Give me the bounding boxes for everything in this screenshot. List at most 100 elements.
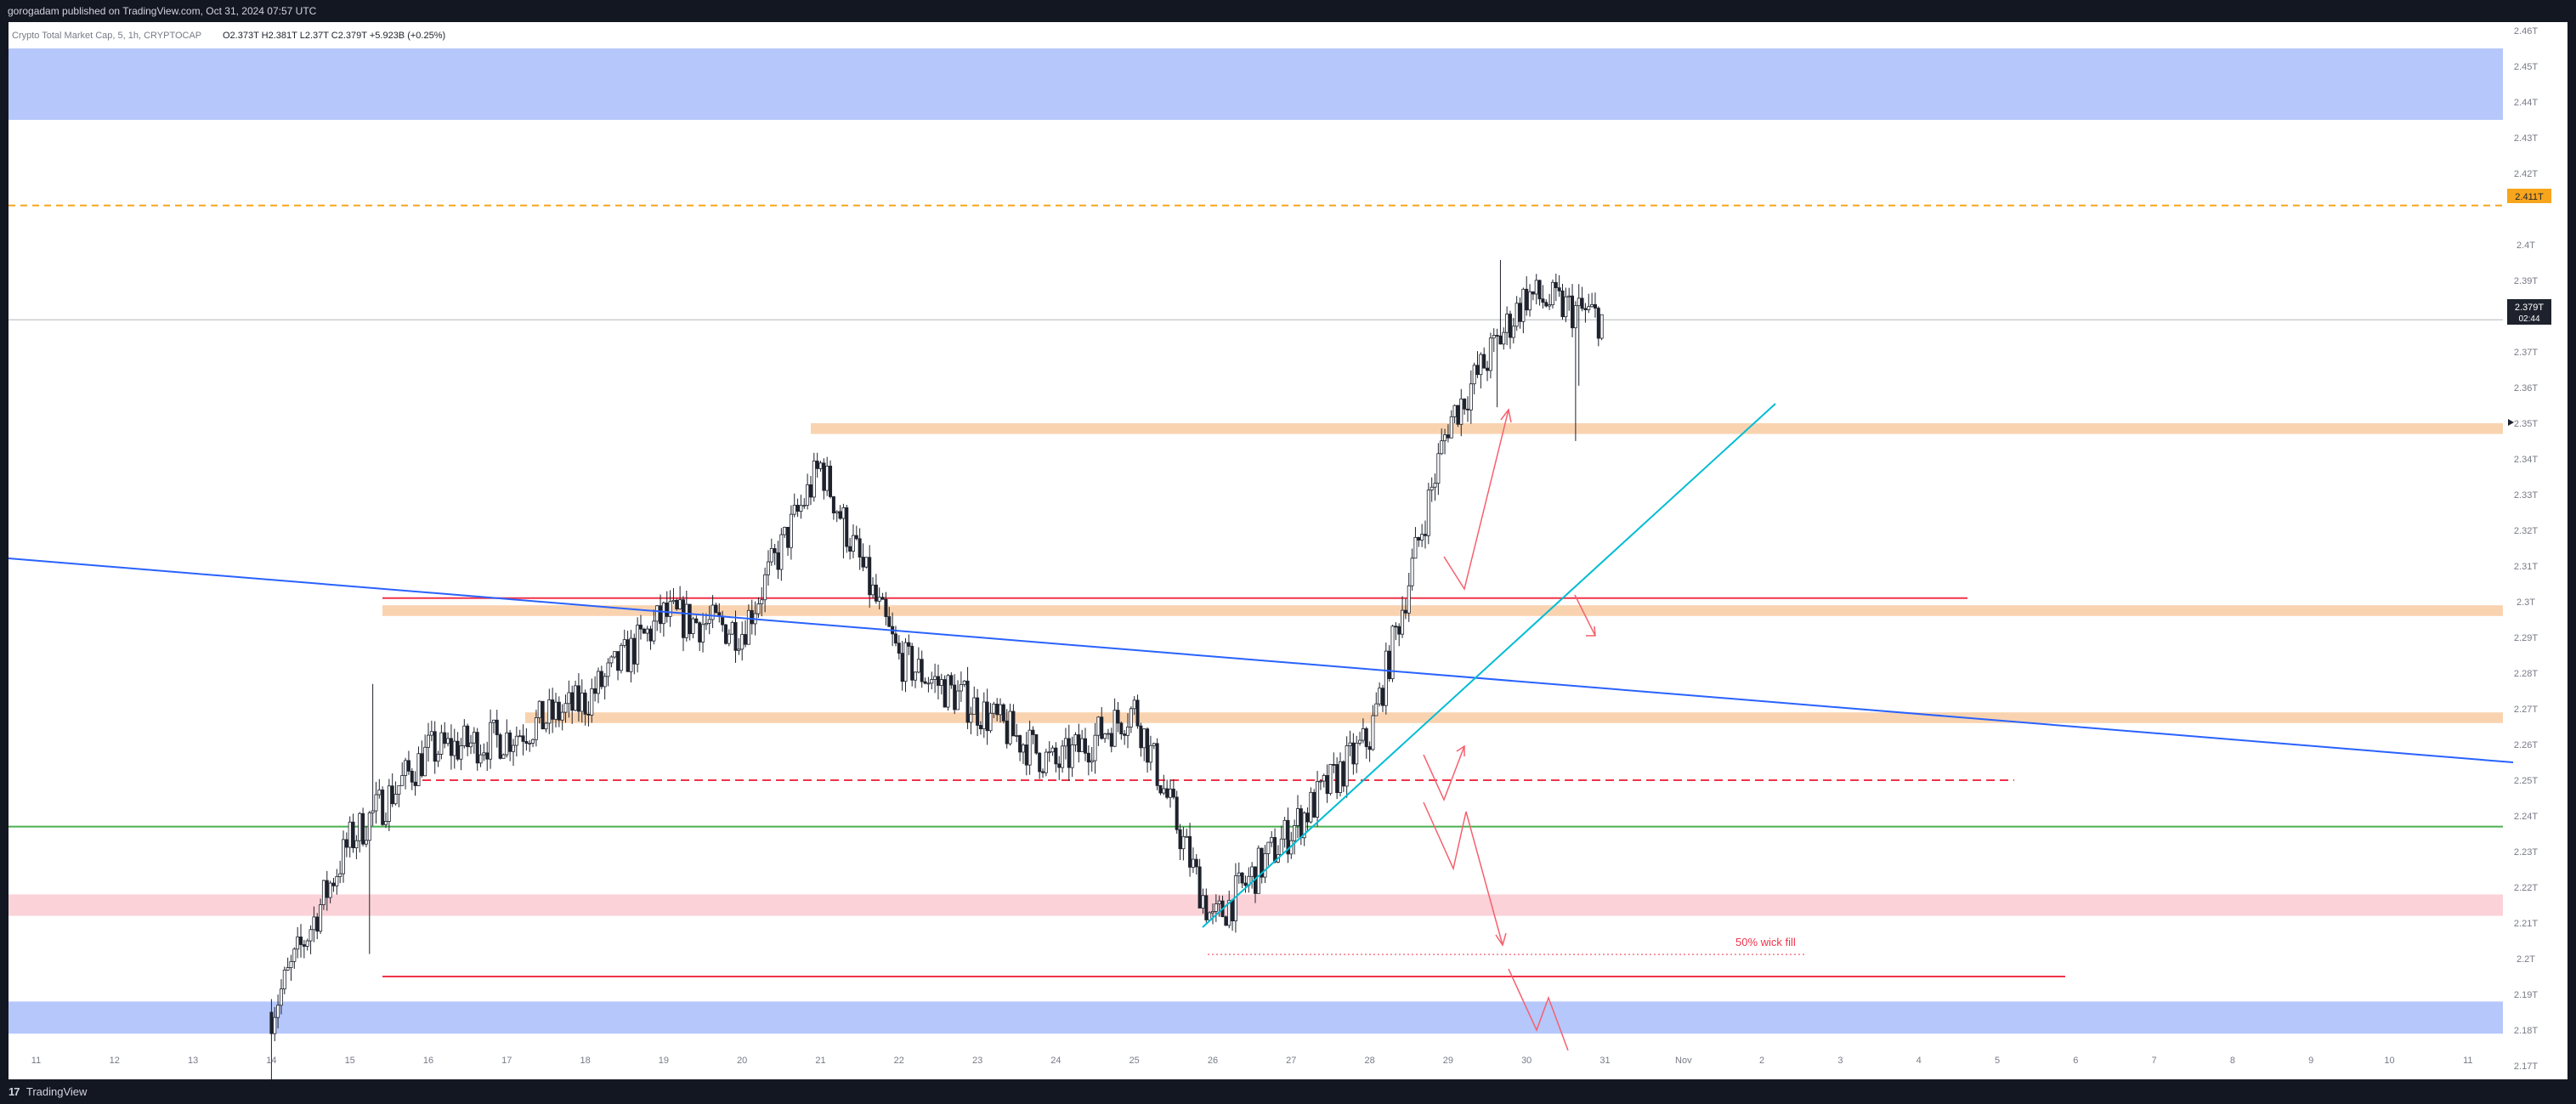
candle bbox=[443, 722, 447, 749]
candle bbox=[377, 778, 382, 799]
zone-orange[interactable] bbox=[525, 712, 2503, 723]
candle bbox=[531, 738, 535, 747]
candle bbox=[321, 880, 326, 910]
price-axis[interactable]: 2.46T 2.45T 2.44T 2.43T 2.42T 2.4T 2.39T 2.37T 2… bbox=[2514, 26, 2538, 1072]
candle bbox=[655, 604, 660, 631]
time-axis[interactable]: 11 12 13 14 15 16 17 18 19 20 21 22 23 24 25 26 27 28 29 30… bbox=[31, 1056, 2473, 1066]
scroll-marker-icon[interactable] bbox=[2508, 419, 2514, 426]
candle bbox=[563, 694, 568, 723]
candle bbox=[1260, 847, 1264, 884]
candle bbox=[1593, 292, 1597, 318]
zone-orange[interactable] bbox=[382, 605, 2503, 616]
candle bbox=[1355, 735, 1359, 773]
candle bbox=[965, 666, 970, 729]
candle bbox=[593, 676, 597, 702]
candle bbox=[1171, 778, 1175, 800]
candle bbox=[1544, 299, 1548, 308]
candle bbox=[354, 835, 359, 859]
candle bbox=[897, 635, 901, 660]
candle bbox=[1560, 283, 1565, 320]
candle bbox=[1021, 743, 1025, 764]
candle bbox=[282, 966, 286, 994]
candle bbox=[456, 732, 460, 761]
candle bbox=[472, 727, 476, 754]
candle bbox=[1067, 724, 1071, 781]
zone-pink[interactable] bbox=[8, 894, 2503, 916]
candle bbox=[1557, 275, 1561, 297]
candle bbox=[1328, 763, 1333, 795]
descending-trendline[interactable] bbox=[8, 558, 2514, 763]
time-tick: 29 bbox=[1443, 1056, 1453, 1066]
candle bbox=[1047, 741, 1051, 762]
candle bbox=[792, 493, 796, 518]
candle bbox=[1103, 733, 1107, 743]
candle bbox=[1185, 829, 1189, 838]
candle bbox=[1413, 527, 1418, 559]
tradingview-logo-icon[interactable]: 17 bbox=[8, 1085, 20, 1098]
time-tick: Nov bbox=[1675, 1056, 1692, 1066]
candle bbox=[916, 647, 920, 674]
price-tick: 2.3T bbox=[2517, 597, 2535, 608]
candle bbox=[286, 957, 290, 971]
candle bbox=[495, 710, 499, 748]
candle bbox=[410, 767, 414, 790]
candle bbox=[574, 680, 578, 712]
candle bbox=[508, 729, 512, 761]
candle bbox=[1129, 706, 1133, 733]
candle bbox=[1599, 314, 1604, 341]
time-tick: 28 bbox=[1364, 1056, 1374, 1066]
candle bbox=[489, 709, 493, 769]
candle bbox=[1482, 347, 1486, 369]
candle bbox=[1407, 573, 1411, 622]
candle bbox=[622, 629, 626, 648]
candle bbox=[583, 689, 587, 726]
ohlc-values: O2.373T H2.381T L2.37T C2.379T +5.923B (… bbox=[223, 31, 445, 41]
zone-orange[interactable] bbox=[811, 423, 2503, 434]
candle bbox=[331, 877, 336, 892]
ascending-trendline[interactable] bbox=[1202, 403, 1776, 928]
candle bbox=[727, 629, 731, 647]
candle bbox=[822, 458, 826, 500]
price-tick: 2.39T bbox=[2514, 276, 2538, 286]
candle bbox=[835, 510, 839, 523]
candle bbox=[1345, 736, 1349, 798]
candle bbox=[671, 587, 676, 604]
candle bbox=[763, 567, 767, 613]
time-tick: 14 bbox=[266, 1056, 276, 1066]
candle bbox=[1031, 726, 1035, 744]
candle bbox=[959, 671, 963, 702]
bar-countdown: 02:44 bbox=[2518, 314, 2539, 324]
price-chart[interactable]: 50% wick fill Crypto Total Market Cap, 5… bbox=[8, 22, 2568, 1079]
time-tick: 10 bbox=[2384, 1056, 2394, 1066]
zone-blue[interactable] bbox=[8, 48, 2503, 120]
candle bbox=[694, 615, 699, 624]
symbol-line: Crypto Total Market Cap, 5, 1h, CRYPTOCA… bbox=[12, 31, 201, 41]
time-tick: 3 bbox=[1837, 1056, 1843, 1066]
zone-blue[interactable] bbox=[8, 1001, 2503, 1034]
time-tick: 7 bbox=[2152, 1056, 2157, 1066]
candle bbox=[1266, 841, 1271, 866]
candle bbox=[528, 739, 532, 752]
tradingview-brand[interactable]: TradingView bbox=[25, 1085, 88, 1098]
price-tick: 2.36T bbox=[2514, 383, 2538, 393]
candle bbox=[678, 586, 682, 610]
candle bbox=[429, 720, 433, 742]
candle bbox=[466, 723, 470, 756]
candle bbox=[433, 721, 437, 774]
candle bbox=[289, 954, 293, 982]
price-tick: 2.33T bbox=[2514, 490, 2538, 501]
chart-area[interactable]: 50% wick fill Crypto Total Market Cap, 5… bbox=[8, 22, 2568, 1079]
candle bbox=[930, 671, 934, 690]
price-tick: 2.27T bbox=[2514, 705, 2538, 715]
candle bbox=[1070, 736, 1074, 778]
price-tick: 2.18T bbox=[2514, 1026, 2538, 1036]
candle bbox=[576, 673, 580, 722]
candle bbox=[737, 637, 741, 655]
candle bbox=[982, 692, 986, 739]
candle bbox=[371, 683, 375, 826]
candle bbox=[659, 594, 663, 633]
candle bbox=[880, 592, 885, 600]
candle bbox=[468, 734, 473, 755]
time-tick: 9 bbox=[2308, 1056, 2313, 1066]
price-tick: 2.4T bbox=[2517, 241, 2535, 251]
